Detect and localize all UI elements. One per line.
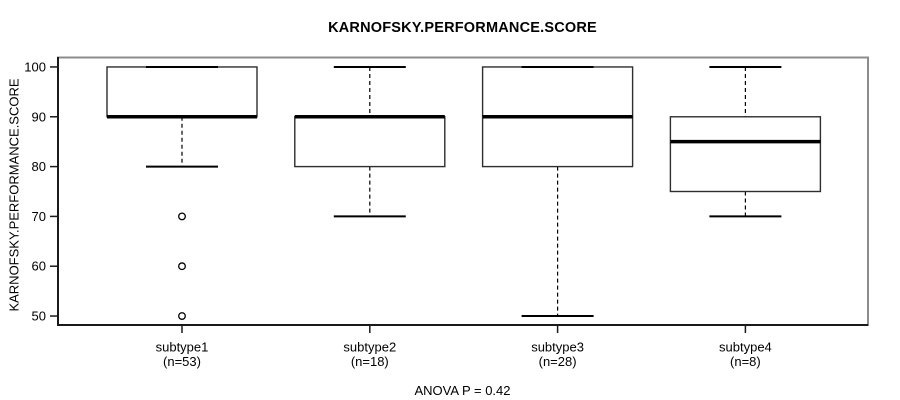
y-tick-label: 60 bbox=[32, 259, 46, 274]
x-category-sublabel: (n=8) bbox=[730, 354, 761, 369]
chart-title: KARNOFSKY.PERFORMANCE.SCORE bbox=[328, 20, 597, 36]
boxplot-box bbox=[669, 116, 822, 193]
y-tick-label: 70 bbox=[32, 209, 46, 224]
x-category-label: subtype4 bbox=[719, 340, 772, 355]
x-category-sublabel: (n=28) bbox=[539, 354, 577, 369]
outlier-point bbox=[178, 262, 186, 271]
y-tick-label: 100 bbox=[24, 59, 46, 74]
y-axis-title: KARNOFSKY.PERFORMANCE.SCORE bbox=[6, 78, 22, 312]
x-category-label: subtype3 bbox=[531, 340, 584, 355]
x-category-label: subtype1 bbox=[156, 340, 209, 355]
boxplot-box bbox=[294, 116, 446, 168]
outlier-point bbox=[178, 312, 186, 320]
x-category-label: subtype2 bbox=[343, 340, 396, 355]
anova-annotation: ANOVA P = 0.42 bbox=[414, 383, 511, 398]
x-category-sublabel: (n=18) bbox=[351, 354, 389, 369]
outlier-point bbox=[178, 212, 186, 221]
x-category-sublabel: (n=53) bbox=[163, 354, 201, 369]
boxplot-box bbox=[106, 66, 258, 118]
plot-frame-top-right bbox=[57, 56, 869, 326]
y-tick-label: 50 bbox=[32, 309, 46, 324]
y-tick-label: 80 bbox=[32, 159, 46, 174]
plot-frame-left-bottom bbox=[57, 57, 868, 326]
y-tick-label: 90 bbox=[32, 109, 46, 124]
